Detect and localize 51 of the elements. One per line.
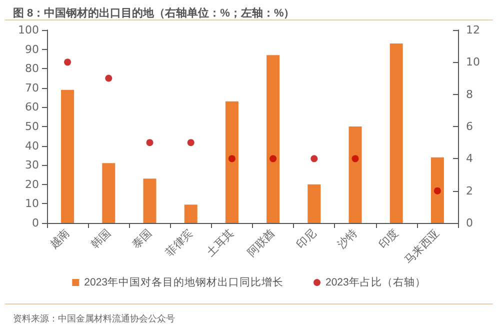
point (270, 155, 277, 162)
x-tick-label: 印度 (376, 226, 401, 252)
bar (266, 55, 280, 223)
point (434, 187, 441, 194)
y2-tick-label: 4 (466, 152, 473, 166)
y2-tick-label: 2 (466, 184, 473, 198)
y-tick-label: 40 (25, 139, 39, 152)
x-tick-label: 沙特 (335, 226, 360, 252)
x-tick-label: 韩国 (88, 226, 114, 252)
bar (61, 90, 74, 223)
y-tick-label: 50 (25, 120, 39, 133)
x-tick-label: 泰国 (130, 226, 154, 252)
bar (308, 184, 321, 223)
y-tick-label: 90 (25, 42, 39, 56)
y-tick-label: 20 (25, 178, 39, 191)
point (187, 139, 194, 146)
bar (430, 157, 444, 223)
y2-tick-label: 0 (466, 216, 473, 230)
x-tick-label: 土耳其 (204, 226, 237, 259)
x-tick-label: 阿联酋 (245, 226, 278, 259)
x-tick-label: 印尼 (294, 226, 319, 252)
bar (102, 163, 116, 223)
y-tick-label: 60 (25, 100, 39, 114)
y2-tick-label: 8 (466, 88, 473, 101)
x-tick-label: 马来西亚 (402, 226, 442, 267)
y-tick-label: 70 (25, 81, 39, 94)
point (105, 74, 112, 82)
x-tick-label: 越南 (47, 226, 72, 252)
point (64, 58, 72, 66)
bar (348, 126, 362, 223)
y-tick-label: 30 (25, 158, 39, 172)
y-tick-label: 100 (18, 24, 39, 36)
bar (390, 44, 403, 223)
bar (225, 101, 238, 223)
text: 资料来源：中国金属材料流通协会公众号 (13, 314, 175, 324)
y-tick-label: 80 (25, 62, 39, 76)
legend-label: 2023年占比（右轴） (326, 276, 426, 288)
point (352, 155, 359, 162)
bar (184, 204, 198, 223)
y2-tick-label: 6 (466, 120, 473, 133)
bar (143, 178, 156, 223)
y-tick-label: 10 (25, 197, 39, 210)
legend-label: 2023年中国对各目的地钢材出口同比增长 (84, 276, 284, 288)
point (228, 155, 236, 162)
chart-title: 图 8：中国钢材的出口目的地（右轴单位：%；左轴：%） (13, 6, 295, 20)
point (310, 155, 318, 162)
y2-tick-label: 10 (466, 56, 480, 69)
x-tick-label: 菲律宾 (162, 226, 196, 259)
y-tick-label: 0 (32, 216, 39, 230)
y2-tick-label: 12 (466, 24, 480, 36)
point (146, 139, 154, 146)
